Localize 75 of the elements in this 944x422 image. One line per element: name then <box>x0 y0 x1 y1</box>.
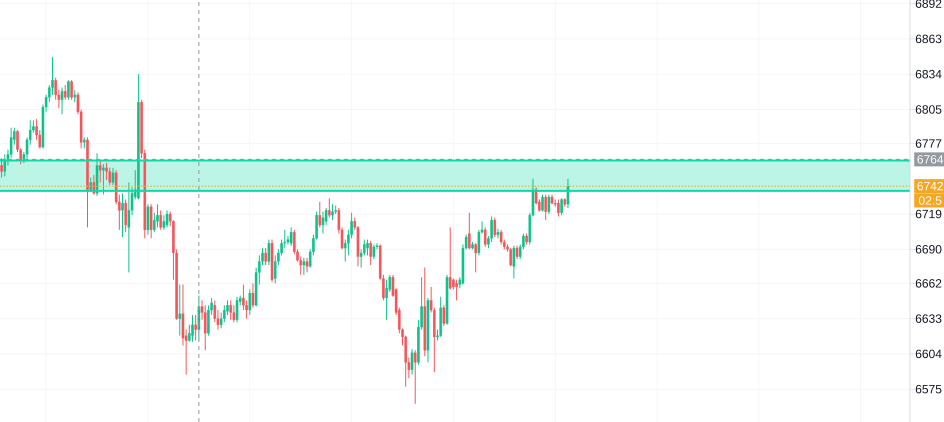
candlestick <box>550 194 554 205</box>
candlestick <box>468 212 471 250</box>
candlestick <box>112 167 114 186</box>
candlestick <box>372 244 376 260</box>
candlestick <box>150 204 152 239</box>
candlestick <box>385 279 388 320</box>
candlestick <box>318 201 322 228</box>
candlestick <box>474 242 477 273</box>
y-tick-label: 6834 <box>916 70 942 78</box>
candlestick <box>128 182 130 273</box>
candlestick <box>159 210 162 230</box>
candlestick <box>525 232 528 245</box>
candlestick <box>366 239 369 256</box>
candlestick <box>290 226 292 246</box>
candlestick <box>67 80 70 100</box>
candlestick <box>98 158 102 183</box>
candlestick <box>252 282 254 308</box>
candlestick <box>0 158 3 178</box>
candlestick <box>557 198 560 217</box>
candlestick <box>204 304 207 351</box>
y-tick-label: 6863 <box>916 34 942 44</box>
candlestick <box>121 192 124 238</box>
candlestick <box>178 284 182 336</box>
candlestick <box>264 248 267 266</box>
y-tick-label: 6805 <box>916 105 942 114</box>
candlestick <box>566 178 570 208</box>
candlestick <box>236 296 238 323</box>
candlestick <box>512 245 516 279</box>
candlestick <box>448 226 452 290</box>
candlestick <box>146 204 150 236</box>
candlestick <box>455 279 458 301</box>
text: 02:5 <box>919 196 942 205</box>
y-tick-label: 6719 <box>916 210 942 218</box>
candlestick <box>516 245 518 260</box>
candlestick <box>484 226 487 248</box>
candlestick <box>322 211 324 234</box>
candlestick <box>162 214 166 230</box>
candlestick <box>83 136 86 149</box>
ref-line-label: 6742 <box>917 182 943 190</box>
y-tick-label: 6633 <box>916 314 942 323</box>
candlestick <box>166 210 168 228</box>
candlestick <box>73 89 76 103</box>
candlestick <box>124 198 127 233</box>
candlestick <box>328 198 331 218</box>
candlestick <box>306 257 308 273</box>
candlestick <box>70 80 73 100</box>
candlestick <box>102 164 105 196</box>
candlestick <box>496 228 500 239</box>
y-tick-label: 6662 <box>916 279 942 288</box>
candlestick <box>64 84 67 100</box>
candlestick <box>442 304 446 326</box>
candlestick <box>248 288 252 316</box>
candlestick <box>60 87 64 115</box>
y-tick-label: 6777 <box>916 139 942 148</box>
candlestick <box>548 194 550 215</box>
candlestick <box>268 239 270 266</box>
candlestick <box>108 167 112 186</box>
y-tick-label: 6575 <box>916 384 942 394</box>
candlestick <box>544 194 547 221</box>
candlestick <box>229 300 232 320</box>
candlestick <box>369 240 372 266</box>
candlestick <box>331 204 334 221</box>
candlestick <box>191 314 194 342</box>
candlestick <box>560 198 563 216</box>
candlestick <box>232 304 236 323</box>
candlestick <box>493 217 496 238</box>
candlestick <box>509 248 512 267</box>
y-tick-label: 6604 <box>916 350 942 358</box>
candlestick <box>302 257 306 276</box>
candlestick <box>194 314 197 342</box>
candlestick <box>410 348 414 376</box>
candlestick <box>541 194 544 212</box>
candlestick <box>414 350 417 404</box>
ref-line-label: 6764 <box>917 155 944 164</box>
y-tick-label: 6690 <box>916 245 942 254</box>
